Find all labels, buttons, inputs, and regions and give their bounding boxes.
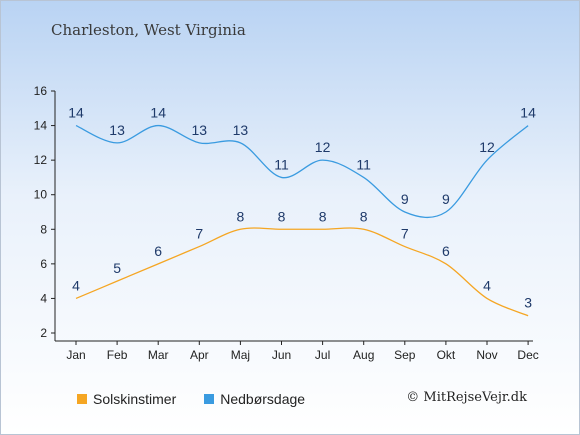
y-tick-label: 12 [34, 153, 48, 167]
credit-text: © MitRejseVejr.dk [406, 390, 527, 405]
legend-swatch-rain [204, 394, 215, 404]
y-tick-label: 4 [40, 291, 47, 305]
data-label-rain: 11 [274, 156, 289, 172]
legend-item-sun: Solskinstimer [77, 391, 176, 407]
data-label-rain: 14 [520, 105, 536, 121]
x-tick-label: Mar [148, 348, 169, 362]
data-label-rain: 14 [68, 105, 84, 121]
data-label-sun: 8 [360, 208, 368, 224]
y-tick-label: 8 [40, 222, 47, 236]
x-tick-label: Aug [353, 348, 374, 362]
data-label-rain: 9 [442, 191, 450, 207]
data-label-rain: 12 [479, 139, 495, 155]
y-tick-label: 2 [40, 326, 47, 340]
data-label-rain: 13 [109, 122, 125, 138]
data-label-sun: 5 [113, 260, 121, 276]
series-line-rain [75, 124, 529, 219]
chart-legend: Solskinstimer Nedbørsdage [77, 391, 305, 407]
data-label-rain: 9 [401, 191, 409, 207]
data-label-sun: 4 [72, 277, 80, 293]
data-label-sun: 3 [524, 295, 532, 311]
x-tick-label: Jun [272, 348, 291, 362]
legend-item-rain: Nedbørsdage [204, 391, 305, 407]
data-label-sun: 8 [278, 208, 286, 224]
x-tick-label: Maj [231, 348, 250, 362]
legend-label-rain: Nedbørsdage [220, 391, 306, 407]
data-label-sun: 6 [154, 243, 162, 259]
chart-title: Charleston, West Virginia [51, 21, 246, 39]
data-label-sun: 8 [237, 208, 245, 224]
data-label-rain: 14 [150, 105, 166, 121]
data-label-rain: 13 [192, 122, 208, 138]
data-label-sun: 7 [195, 226, 203, 242]
data-label-sun: 4 [483, 277, 491, 293]
legend-label-sun: Solskinstimer [93, 391, 177, 407]
x-tick-label: Sep [394, 348, 416, 362]
x-tick-label: Jul [315, 348, 330, 362]
data-label-sun: 8 [319, 208, 327, 224]
x-tick-label: Feb [107, 348, 128, 362]
y-tick-label: 14 [34, 119, 48, 133]
data-label-rain: 11 [356, 156, 371, 172]
x-tick-label: Dec [517, 348, 538, 362]
data-label-rain: 13 [233, 122, 249, 138]
series-line-sun [75, 227, 529, 317]
x-tick-label: Nov [476, 348, 497, 362]
data-label-sun: 7 [401, 226, 409, 242]
x-tick-label: Okt [437, 348, 456, 362]
y-tick-label: 10 [34, 188, 48, 202]
y-tick-label: 6 [40, 257, 47, 271]
y-tick-label: 16 [34, 84, 48, 98]
data-label-sun: 6 [442, 243, 450, 259]
legend-swatch-sun [77, 394, 87, 404]
x-tick-label: Apr [190, 348, 209, 362]
data-label-rain: 12 [315, 139, 331, 155]
x-tick-label: Jan [66, 348, 85, 362]
